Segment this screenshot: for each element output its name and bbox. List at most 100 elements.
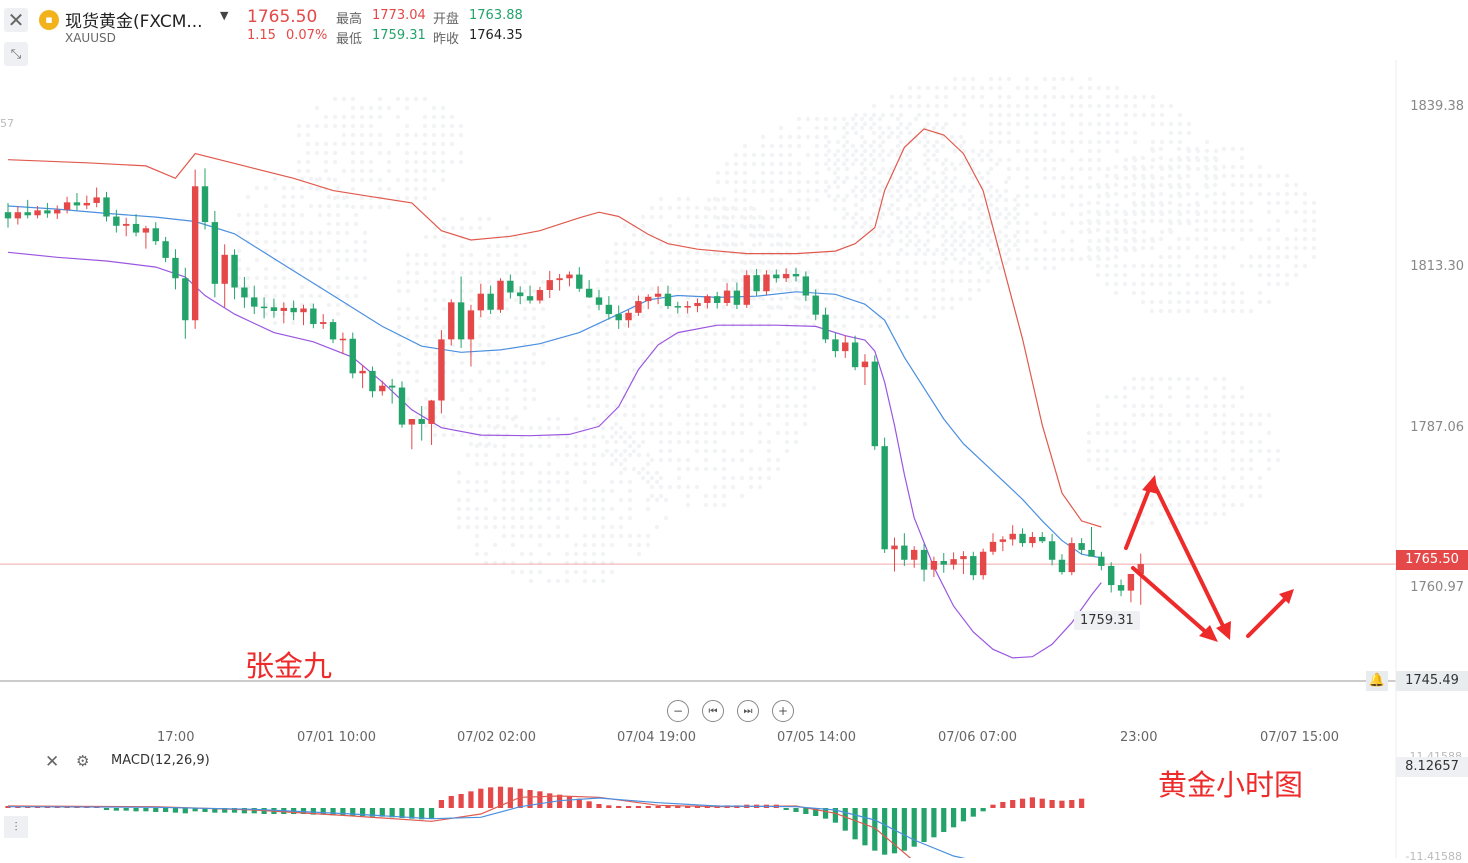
zoom-in-button[interactable]: + [772, 700, 794, 722]
macd-bar [1049, 800, 1055, 808]
macd-bar [143, 808, 149, 812]
candle [359, 364, 366, 389]
annotation-arrows [1124, 475, 1294, 642]
candle [14, 206, 22, 225]
high-value: 1773.04 [372, 8, 426, 23]
candle [1137, 553, 1144, 605]
macd-bar [330, 808, 336, 816]
candle [408, 419, 416, 450]
scroll-forward-button[interactable]: ⏭ [737, 700, 759, 722]
gear-icon[interactable]: ⚙ [76, 752, 90, 770]
candle [566, 271, 573, 287]
macd-bar [931, 808, 937, 838]
macd-bar [478, 788, 484, 808]
macd-label: MACD(12,26,9) [111, 753, 210, 768]
macd-bar [832, 808, 838, 823]
candle [339, 332, 347, 355]
macd-bar [675, 806, 681, 808]
scroll-back-button[interactable]: ⏮ [702, 700, 724, 722]
candle [605, 296, 613, 320]
candle [792, 267, 800, 282]
candle [694, 298, 701, 313]
price-axis-tick: 1839.38 [1410, 99, 1464, 114]
candle [901, 533, 908, 566]
macd-bar [842, 808, 848, 831]
candle [536, 286, 544, 304]
zoom-out-button[interactable]: − [667, 700, 689, 722]
candle [930, 556, 938, 578]
macd-bar [960, 808, 967, 822]
symbol-name[interactable]: 现货黄金(FXCM... [65, 12, 203, 32]
candle [526, 285, 534, 304]
candle [418, 406, 425, 441]
macd-bar [399, 808, 405, 818]
macd-bar [163, 808, 169, 812]
macd-bar [872, 808, 878, 851]
macd-bar [862, 808, 868, 846]
macd-bar [212, 808, 218, 813]
macd-bar [310, 808, 316, 815]
macd-bar [685, 806, 691, 808]
candle [970, 551, 977, 581]
candle [1048, 533, 1056, 566]
macd-value-tag: 8.12657 [1396, 757, 1468, 777]
macd-bar [803, 808, 809, 814]
price-axis-tick: 1813.30 [1410, 259, 1464, 274]
low-label: 最低 [336, 32, 363, 47]
candle [753, 269, 760, 297]
candle [487, 285, 494, 315]
candle [733, 282, 741, 310]
macd-bar [172, 808, 179, 813]
candle [684, 301, 691, 314]
macd-bar [231, 808, 238, 813]
candle [812, 289, 819, 321]
candle [763, 270, 770, 295]
candle [113, 209, 120, 233]
candle [1127, 573, 1135, 603]
candle [231, 249, 238, 300]
candle [851, 335, 859, 371]
chevron-down-icon[interactable]: ▼ [220, 9, 229, 22]
candle [152, 222, 159, 245]
macd-bar [970, 808, 976, 817]
candle [4, 202, 12, 228]
macd-bar [300, 808, 307, 814]
candle [369, 366, 376, 398]
macd-bar [852, 808, 858, 840]
boll-middle-line [7, 205, 1102, 559]
candle [54, 205, 61, 219]
candle [585, 280, 593, 299]
close-icon[interactable]: ✕ [4, 8, 28, 32]
candle [989, 533, 997, 555]
macd-bar [438, 800, 444, 808]
boll-upper-line [7, 128, 1102, 528]
low-marker-label: 1759.31 [1074, 611, 1140, 630]
macd-bar [517, 788, 523, 808]
indicator-toggle-icon[interactable]: ⫶ [4, 816, 28, 838]
high-label: 最高 [336, 12, 363, 27]
candle [172, 249, 179, 290]
candle [1108, 562, 1115, 593]
macd-bar [625, 806, 632, 808]
candle [93, 187, 100, 208]
collapse-arrows-icon[interactable]: ⤡ [4, 42, 28, 66]
close-icon[interactable]: ✕ [45, 752, 60, 772]
macd-bar [547, 793, 553, 808]
macd-bar [202, 808, 208, 812]
candle [1088, 527, 1095, 557]
candle [241, 277, 248, 308]
candle [940, 552, 947, 573]
author-annotation: 张金九 [245, 649, 333, 683]
macd-bar [1010, 800, 1016, 808]
bell-icon[interactable]: 🔔 [1366, 671, 1388, 691]
macd-bar [320, 808, 326, 815]
candle [63, 196, 71, 214]
macd-bar [153, 808, 159, 812]
candle [911, 546, 918, 568]
candle [221, 244, 228, 308]
macd-bar [133, 808, 139, 812]
price-axis-tick: 1760.97 [1410, 580, 1464, 595]
candle [123, 217, 130, 237]
candle [1068, 537, 1075, 576]
